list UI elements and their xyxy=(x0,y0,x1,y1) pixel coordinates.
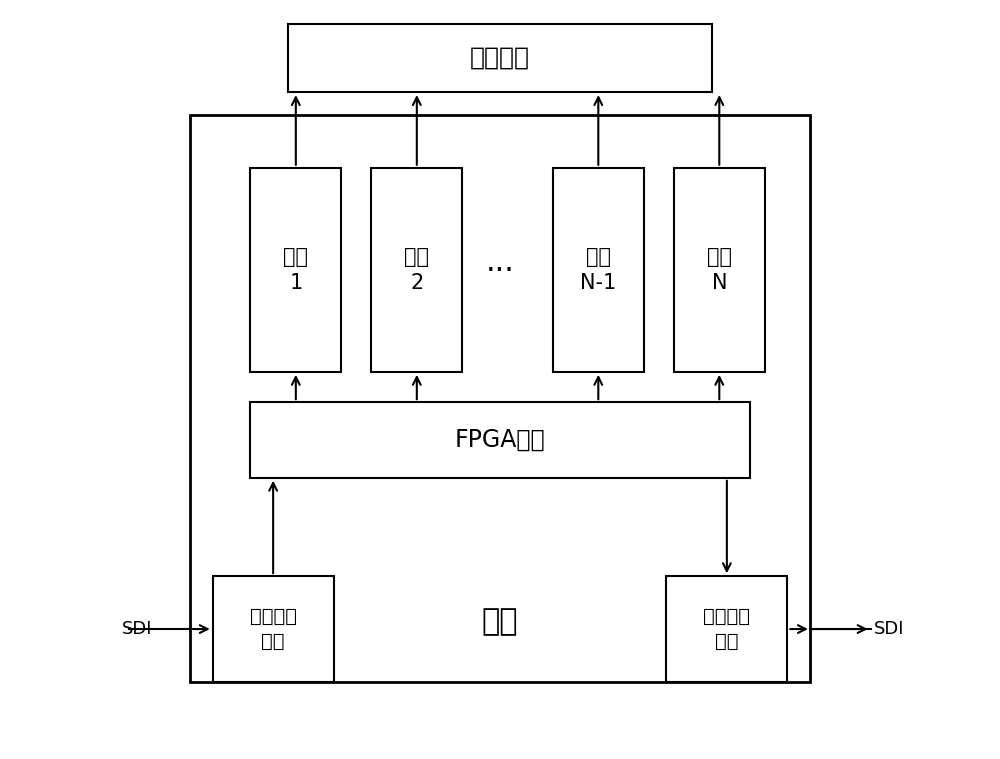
FancyBboxPatch shape xyxy=(666,576,787,682)
FancyBboxPatch shape xyxy=(553,168,644,372)
Text: 母板: 母板 xyxy=(482,607,518,636)
Text: 子板
2: 子板 2 xyxy=(404,247,429,293)
FancyBboxPatch shape xyxy=(371,168,462,372)
FancyBboxPatch shape xyxy=(288,24,712,92)
FancyBboxPatch shape xyxy=(674,168,765,372)
Text: 视频解码
芯片: 视频解码 芯片 xyxy=(250,607,297,651)
Text: SDI: SDI xyxy=(874,620,905,638)
Text: 子板
1: 子板 1 xyxy=(283,247,308,293)
FancyBboxPatch shape xyxy=(250,168,341,372)
Text: 子板
N: 子板 N xyxy=(707,247,732,293)
Text: 视频编码
芯片: 视频编码 芯片 xyxy=(703,607,750,651)
FancyBboxPatch shape xyxy=(213,576,334,682)
FancyBboxPatch shape xyxy=(190,115,810,682)
FancyBboxPatch shape xyxy=(250,402,750,478)
Text: FPGA芯片: FPGA芯片 xyxy=(455,428,545,452)
Text: 子板
N-1: 子板 N-1 xyxy=(580,247,616,293)
Text: SDI: SDI xyxy=(122,620,152,638)
Text: ...: ... xyxy=(486,247,514,277)
Text: 监测设备: 监测设备 xyxy=(470,46,530,70)
